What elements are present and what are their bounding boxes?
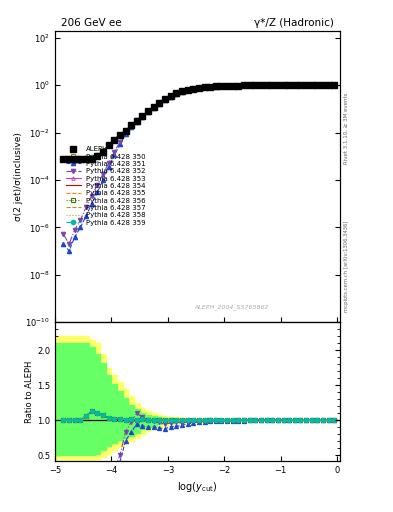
ALEPH — [61, 156, 66, 162]
ALEPH — [140, 113, 145, 119]
ALEPH — [332, 82, 337, 88]
ALEPH — [309, 82, 314, 88]
Text: 206 GeV ee: 206 GeV ee — [61, 18, 121, 28]
ALEPH — [264, 82, 269, 89]
ALEPH — [275, 82, 280, 89]
ALEPH — [72, 156, 77, 162]
ALEPH — [208, 83, 213, 90]
ALEPH — [95, 153, 100, 159]
ALEPH — [270, 82, 275, 89]
ALEPH — [123, 127, 128, 134]
ALEPH — [185, 87, 190, 93]
ALEPH — [180, 88, 184, 94]
X-axis label: log($y_{\rm cut}$): log($y_{\rm cut}$) — [177, 480, 218, 494]
Text: γ*/Z (Hadronic): γ*/Z (Hadronic) — [254, 18, 334, 28]
ALEPH — [146, 108, 151, 114]
Legend: ALEPH, Pythia 6.428 350, Pythia 6.428 351, Pythia 6.428 352, Pythia 6.428 353, P: ALEPH, Pythia 6.428 350, Pythia 6.428 35… — [64, 145, 147, 227]
ALEPH — [106, 142, 111, 148]
ALEPH — [168, 93, 173, 99]
ALEPH — [84, 156, 88, 162]
ALEPH — [191, 86, 196, 92]
ALEPH — [315, 82, 320, 88]
ALEPH — [287, 82, 292, 88]
ALEPH — [118, 132, 122, 138]
Text: mcplots.cern.ch [arXiv:1306.3436]: mcplots.cern.ch [arXiv:1306.3436] — [344, 221, 349, 312]
ALEPH — [292, 82, 297, 88]
ALEPH — [67, 156, 72, 162]
ALEPH — [259, 82, 263, 89]
ALEPH — [196, 85, 201, 91]
ALEPH — [134, 118, 139, 124]
ALEPH — [236, 82, 241, 89]
ALEPH — [242, 82, 246, 89]
ALEPH — [321, 82, 325, 88]
ALEPH — [219, 83, 224, 89]
ALEPH — [174, 90, 179, 96]
ALEPH — [78, 156, 83, 162]
ALEPH — [253, 82, 258, 89]
Text: ALEPH_2004_S5765862: ALEPH_2004_S5765862 — [195, 305, 269, 310]
Text: Rivet 3.1.10, ≥ 3M events: Rivet 3.1.10, ≥ 3M events — [344, 92, 349, 164]
ALEPH — [101, 149, 105, 155]
ALEPH — [326, 82, 331, 88]
Y-axis label: σ(2 jet)/σ(inclusive): σ(2 jet)/σ(inclusive) — [14, 132, 23, 221]
ALEPH — [163, 96, 167, 102]
ALEPH — [213, 83, 218, 90]
ALEPH — [89, 156, 94, 162]
ALEPH — [112, 137, 117, 143]
ALEPH — [281, 82, 286, 88]
ALEPH — [247, 82, 252, 89]
ALEPH — [129, 122, 134, 129]
ALEPH — [225, 83, 230, 89]
ALEPH — [157, 100, 162, 106]
ALEPH — [151, 104, 156, 110]
Y-axis label: Ratio to ALEPH: Ratio to ALEPH — [25, 360, 34, 422]
ALEPH — [202, 84, 207, 90]
Line: ALEPH: ALEPH — [61, 82, 337, 161]
ALEPH — [304, 82, 309, 88]
ALEPH — [298, 82, 303, 88]
ALEPH — [230, 82, 235, 89]
